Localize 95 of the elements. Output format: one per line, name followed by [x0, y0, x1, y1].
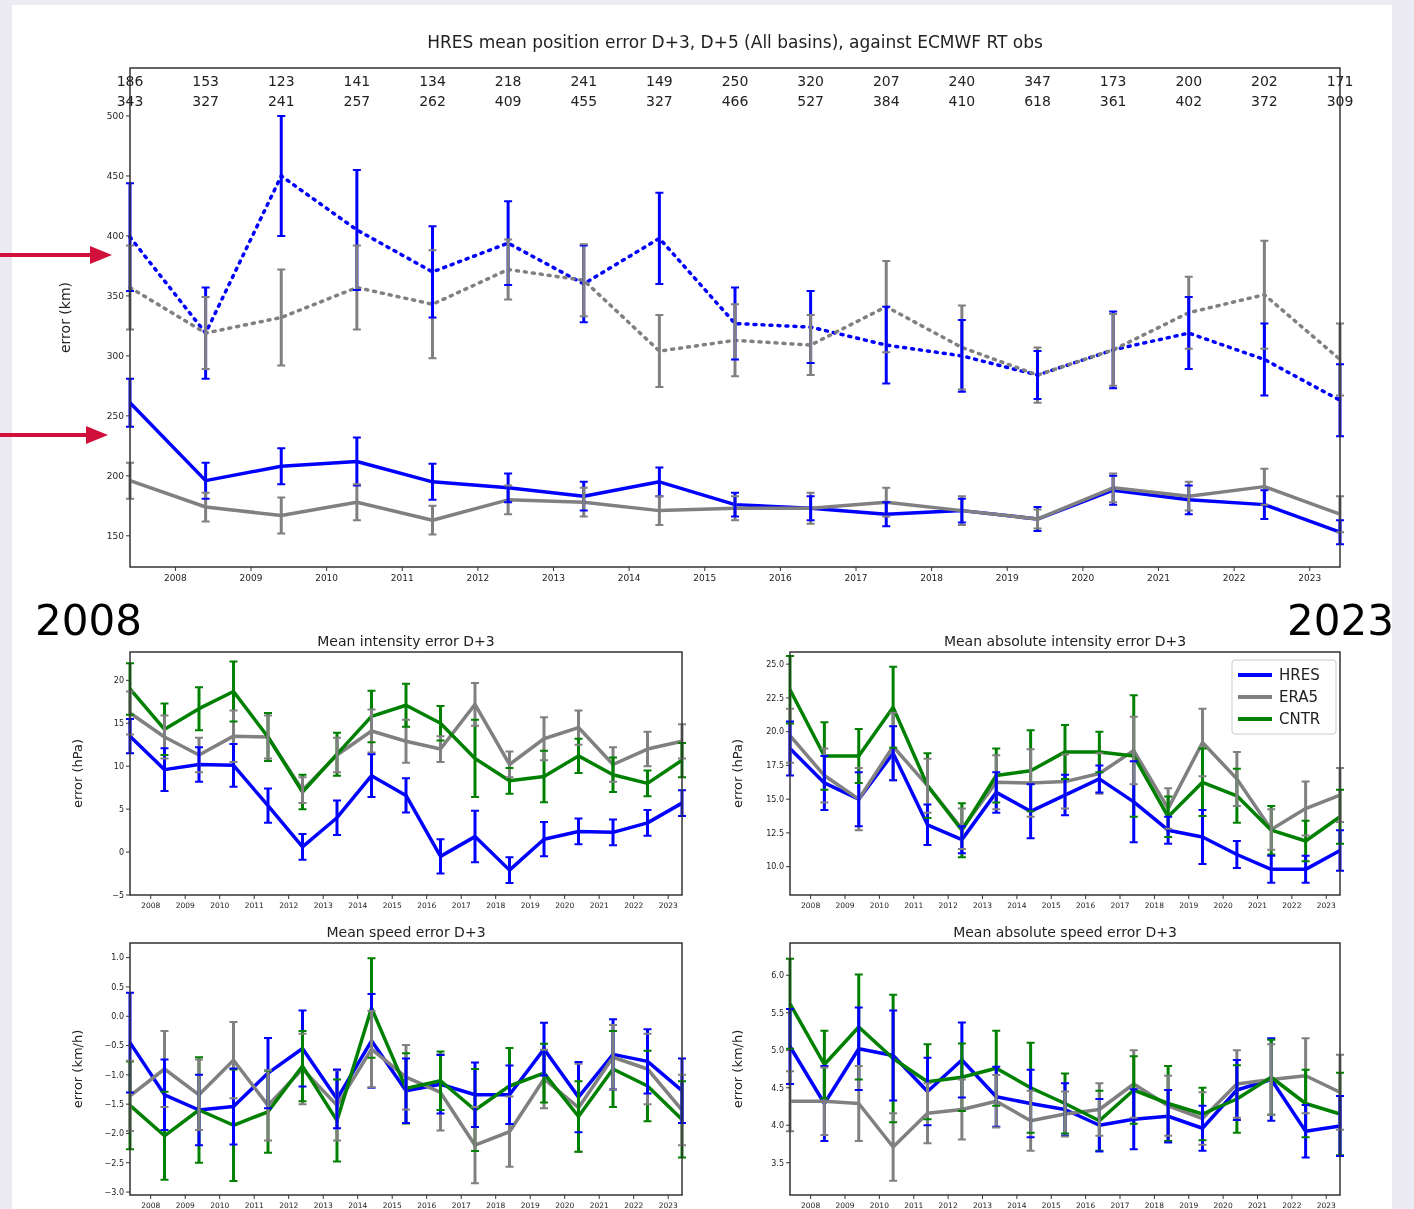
y-tick-label: −2.0	[104, 1129, 124, 1139]
y-tick-label: 0	[118, 847, 124, 857]
y-axis-title: error (hPa)	[730, 738, 745, 809]
chart-title: Mean absolute intensity error D+3	[943, 633, 1187, 649]
x-tick-label: 2011	[390, 573, 414, 583]
y-tick-label: −2.5	[104, 1158, 124, 1168]
y-tick-label: 12.5	[766, 828, 784, 838]
x-tick-label: 2015	[693, 573, 717, 583]
legend-label: HRES	[1279, 666, 1320, 684]
y-tick-label: 0.0	[111, 1012, 124, 1022]
annotation: 241	[570, 73, 598, 89]
annotation: 149	[646, 73, 673, 89]
y-tick-label: 6.0	[771, 971, 784, 981]
y-tick-label: 25.0	[766, 659, 784, 669]
chart-title: Mean absolute speed error D+3	[953, 924, 1177, 940]
y-tick-label: 5.5	[771, 1008, 784, 1018]
annotation: 250	[721, 73, 749, 89]
annotation: 134	[419, 73, 446, 89]
annotation: 327	[192, 93, 219, 109]
annotation: 173	[1099, 73, 1127, 89]
annotation: 241	[267, 93, 295, 109]
annotation: 402	[1175, 93, 1203, 109]
annotation: 466	[721, 93, 749, 109]
x-tick-label: 2017	[844, 573, 868, 583]
x-tick-label: 2013	[542, 573, 565, 583]
x-tick-label: 2020	[1071, 573, 1095, 583]
y-tick-label: −5	[112, 890, 124, 900]
y-tick-label: 400	[106, 231, 125, 242]
annotation: 455	[570, 93, 598, 109]
x-tick-label: 2016	[768, 573, 793, 583]
annotation: 347	[1024, 73, 1051, 89]
y-axis-title: error (km)	[57, 281, 73, 354]
x-tick-label: 2009	[239, 573, 263, 583]
y-tick-label: −1.5	[104, 1099, 124, 1109]
y-tick-label: 20	[113, 676, 124, 686]
x-tick-label: 2014	[617, 573, 641, 583]
y-tick-label: 250	[106, 411, 125, 422]
y-tick-label: 17.5	[766, 761, 784, 771]
x-tick-label: 2010	[315, 573, 339, 583]
y-tick-label: 0.5	[111, 982, 124, 992]
y-tick-label: 15.0	[766, 794, 784, 804]
annotation: 153	[192, 73, 219, 89]
y-axis-title: error (hPa)	[70, 738, 85, 809]
y-axis-title: error (km/h)	[70, 1029, 85, 1109]
y-tick-label: 5.0	[771, 1046, 784, 1056]
annotation: 141	[343, 73, 371, 89]
y-tick-label: −1.0	[104, 1070, 124, 1080]
annotation: 410	[948, 93, 976, 109]
annotation: 123	[267, 73, 295, 89]
y-tick-label: −3.0	[104, 1187, 124, 1197]
annotation: 202	[1251, 73, 1278, 89]
y-tick-label: 1.0	[111, 953, 124, 963]
chart-title: Mean intensity error D+3	[317, 633, 495, 649]
annotation: 618	[1024, 93, 1051, 109]
x-tick-label: 2019	[995, 573, 1019, 583]
annotation: 240	[948, 73, 976, 89]
y-tick-label: 450	[106, 171, 125, 182]
legend-label: ERA5	[1279, 688, 1319, 706]
annotation: 327	[646, 93, 673, 109]
chart-title: Mean speed error D+3	[326, 924, 486, 940]
annotation: 218	[494, 73, 522, 89]
annotation: 262	[419, 93, 446, 109]
y-tick-label: 500	[106, 111, 125, 122]
y-tick-label: 5	[118, 804, 124, 814]
y-axis-title: error (km/h)	[730, 1029, 745, 1109]
x-tick-label: 2021	[1147, 573, 1170, 583]
x-tick-label: 2008	[163, 573, 188, 583]
y-tick-label: 22.5	[766, 693, 784, 703]
chart-title: HRES mean position error D+3, D+5 (All basins), against ECMWF RT obs	[427, 32, 1043, 52]
y-tick-label: 10	[113, 762, 124, 771]
annotation: 200	[1175, 73, 1203, 89]
annotation: 257	[343, 93, 371, 109]
annotation: 409	[494, 93, 522, 109]
y-tick-label: 200	[106, 470, 125, 481]
x-tick-label: 2012	[466, 573, 490, 583]
y-tick-label: 10.0	[766, 862, 784, 872]
legend-label: CNTR	[1279, 710, 1321, 728]
y-tick-label: −0.5	[104, 1041, 124, 1051]
y-tick-label: 20.0	[766, 727, 784, 737]
annotation: 384	[872, 93, 900, 109]
y-tick-label: 350	[106, 291, 125, 302]
y-tick-label: 4.0	[771, 1121, 784, 1131]
annotation: 372	[1251, 93, 1278, 109]
y-tick-label: 4.5	[771, 1083, 784, 1093]
y-tick-label: 300	[106, 351, 125, 362]
y-tick-label: 3.5	[771, 1158, 784, 1168]
annotation: 207	[872, 73, 900, 89]
annotation: 361	[1099, 93, 1127, 109]
x-tick-label: 2018	[920, 573, 944, 583]
annotation: 320	[797, 73, 824, 89]
y-tick-label: 15	[113, 719, 124, 729]
x-tick-label: 2023	[1298, 573, 1322, 583]
annotation: 527	[797, 93, 824, 109]
x-tick-label: 2022	[1222, 573, 1246, 583]
y-tick-label: 150	[106, 530, 125, 541]
